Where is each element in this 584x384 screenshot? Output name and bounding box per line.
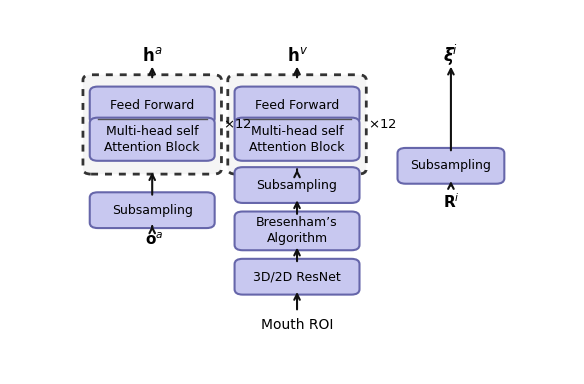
Text: Multi-head self
Attention Block: Multi-head self Attention Block [105,125,200,154]
FancyBboxPatch shape [83,75,221,174]
Text: Multi-head self
Attention Block: Multi-head self Attention Block [249,125,345,154]
FancyBboxPatch shape [228,75,366,174]
Text: Subsampling: Subsampling [256,179,338,192]
FancyBboxPatch shape [235,167,360,203]
Text: Bresenham’s
Algorithm: Bresenham’s Algorithm [256,216,338,245]
Text: $\mathbf{h}^a$: $\mathbf{h}^a$ [142,46,162,65]
Text: Feed Forward: Feed Forward [110,99,194,112]
FancyBboxPatch shape [235,86,360,124]
FancyBboxPatch shape [398,148,505,184]
Text: Mouth ROI: Mouth ROI [261,318,333,332]
Text: 3D/2D ResNet: 3D/2D ResNet [253,270,341,283]
Text: Subsampling: Subsampling [411,159,491,172]
Text: $\mathbf{o}^a$: $\mathbf{o}^a$ [145,232,164,248]
Text: $\mathbf{R}^i$: $\mathbf{R}^i$ [443,192,460,211]
Text: Feed Forward: Feed Forward [255,99,339,112]
Text: Subsampling: Subsampling [112,204,193,217]
Text: $\mathbf{h}^v$: $\mathbf{h}^v$ [287,46,308,65]
Text: $\boldsymbol{\xi}^i$: $\boldsymbol{\xi}^i$ [443,43,458,68]
FancyBboxPatch shape [90,86,215,124]
FancyBboxPatch shape [235,212,360,250]
FancyBboxPatch shape [90,192,215,228]
Text: $\times 12$: $\times 12$ [223,118,252,131]
Text: $\times 12$: $\times 12$ [368,118,397,131]
FancyBboxPatch shape [90,118,215,161]
FancyBboxPatch shape [235,118,360,161]
FancyBboxPatch shape [235,259,360,295]
